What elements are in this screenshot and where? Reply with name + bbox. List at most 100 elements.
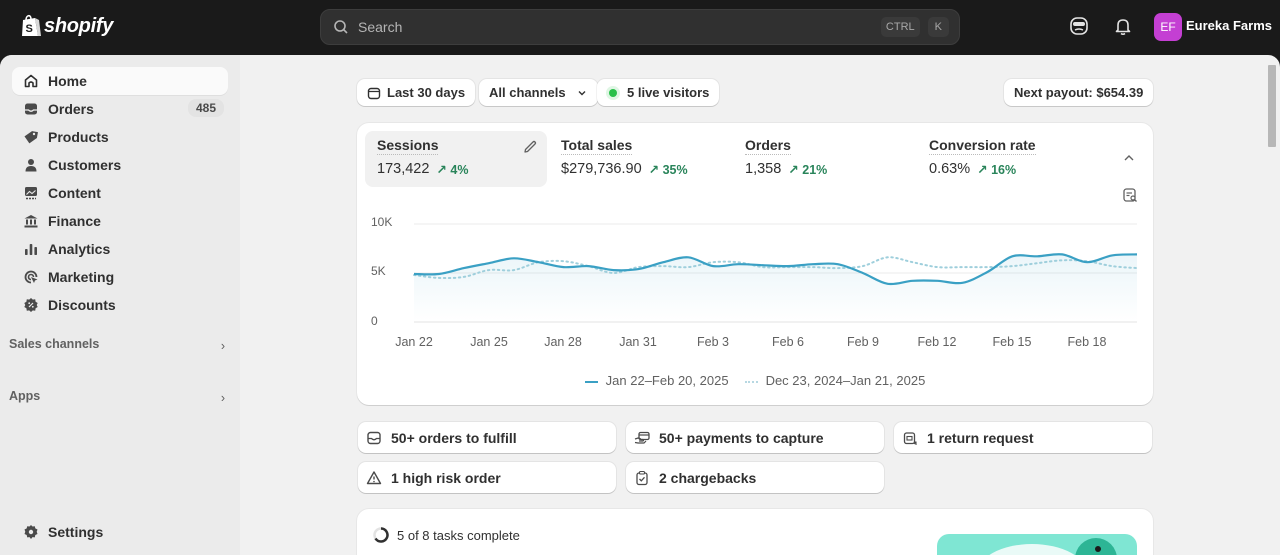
top-bar: S shopify Search CTRL K EF Eureka Farms	[0, 0, 1280, 55]
sidebar-item-home[interactable]: Home	[12, 67, 228, 95]
sessions-line-chart[interactable]	[357, 123, 1153, 405]
sidebar-item-analytics[interactable]: Analytics	[12, 235, 228, 263]
x-tick: Jan 31	[619, 335, 657, 349]
sidebar-item-customers[interactable]: Customers	[12, 151, 228, 179]
store-name[interactable]: Eureka Farms	[1186, 18, 1272, 33]
dotted-line-icon	[744, 380, 758, 383]
orders-to-fulfill-button[interactable]: 50+ orders to fulfill	[358, 422, 616, 453]
sidebar-item-marketing[interactable]: Marketing	[12, 263, 228, 291]
chart-explore-icon[interactable]	[1122, 187, 1138, 203]
orders-count-badge: 485	[187, 99, 224, 117]
shopify-logo[interactable]: S shopify	[20, 14, 113, 38]
solid-line-icon	[584, 380, 598, 383]
sidebar-item-orders[interactable]: Orders 485	[12, 95, 228, 123]
x-tick: Jan 28	[544, 335, 582, 349]
x-tick: Feb 6	[772, 335, 804, 349]
sidebar-item-label: Customers	[48, 157, 122, 173]
setup-guide-card: 5 of 8 tasks complete	[357, 509, 1153, 555]
legend-current[interactable]: Jan 22–Feb 20, 2025	[584, 373, 729, 388]
metric-conversion-rate[interactable]: Conversion rate 0.63% ↗ 16%	[917, 131, 1099, 187]
sidekick-icon[interactable]	[1068, 15, 1090, 37]
metric-total-sales[interactable]: Total sales $279,736.90 ↗ 35%	[549, 131, 731, 187]
sidebar-item-products[interactable]: Products	[12, 123, 228, 151]
date-range-button[interactable]: Last 30 days	[357, 79, 476, 106]
admin-frame: Home Orders 485 Products Customers Conte…	[0, 55, 1280, 555]
sidebar-item-label: Analytics	[48, 241, 111, 257]
person-icon	[22, 156, 40, 174]
brand-name: shopify	[44, 14, 114, 37]
bell-icon[interactable]	[1112, 15, 1134, 37]
metric-label: Total sales	[561, 137, 633, 155]
live-status-dot	[609, 88, 617, 97]
chargebacks-button[interactable]: 2 chargebacks	[626, 462, 884, 493]
sidebar-item-label: Products	[48, 129, 109, 145]
metric-delta: ↗ 4%	[436, 162, 469, 177]
sidebar-item-content[interactable]: Content	[12, 179, 228, 207]
bank-icon	[22, 212, 40, 230]
pencil-icon[interactable]	[522, 139, 538, 155]
section-label: Sales channels	[9, 337, 100, 351]
shortcut-key-k: K	[927, 17, 949, 37]
high-risk-order-button[interactable]: 1 high risk order	[358, 462, 616, 493]
x-tick: Feb 9	[847, 335, 879, 349]
y-tick-0: 0	[371, 314, 378, 328]
sidebar-section-sales-channels[interactable]: Sales channels ›	[9, 337, 229, 353]
chevron-right-icon: ›	[220, 391, 225, 405]
metric-value: $279,736.90	[561, 161, 642, 177]
metric-value: 1,358	[745, 161, 782, 177]
x-tick: Feb 12	[917, 335, 957, 349]
channel-select[interactable]: All channels	[479, 79, 598, 106]
sidebar-item-label: Orders	[48, 101, 94, 117]
metric-value: 173,422	[377, 161, 430, 177]
next-payout-button[interactable]: Next payout: $654.39	[1004, 79, 1154, 106]
payment-icon	[634, 430, 650, 446]
sidebar-item-settings[interactable]: Settings	[12, 518, 228, 546]
metric-value: 0.63%	[929, 161, 971, 177]
section-label: Apps	[9, 389, 41, 403]
gear-icon	[22, 523, 40, 541]
search-placeholder: Search	[358, 19, 403, 35]
y-tick-10k: 10K	[371, 215, 393, 229]
target-icon	[22, 268, 40, 286]
x-tick: Feb 3	[697, 335, 729, 349]
sidebar: Home Orders 485 Products Customers Conte…	[0, 55, 240, 555]
metric-label: Conversion rate	[929, 137, 1036, 155]
task-label: 50+ payments to capture	[659, 429, 824, 446]
page-scrollbar[interactable]	[1268, 65, 1276, 147]
return-request-button[interactable]: 1 return request	[894, 422, 1152, 453]
chevron-right-icon: ›	[220, 339, 225, 353]
sidebar-section-apps[interactable]: Apps ›	[9, 389, 229, 405]
search-icon	[334, 20, 348, 34]
image-icon	[22, 184, 40, 202]
discount-icon	[22, 296, 40, 314]
sidebar-item-label: Content	[48, 185, 101, 201]
chevron-up-icon[interactable]	[1121, 150, 1137, 166]
return-icon	[902, 430, 918, 446]
store-avatar[interactable]: EF	[1154, 13, 1182, 41]
task-label: 2 chargebacks	[659, 469, 757, 486]
metric-label: Orders	[745, 137, 791, 155]
task-label: 50+ orders to fulfill	[391, 429, 517, 446]
live-visitors-button[interactable]: 5 live visitors	[597, 79, 720, 106]
metric-sessions[interactable]: Sessions 173,422 ↗ 4%	[365, 131, 547, 187]
date-range-label: Last 30 days	[387, 85, 466, 100]
x-tick: Feb 18	[1067, 335, 1107, 349]
live-visitors-label: 5 live visitors	[627, 85, 710, 100]
x-tick: Jan 22	[395, 335, 433, 349]
next-payout-label: Next payout: $654.39	[1014, 85, 1144, 100]
sidebar-item-finance[interactable]: Finance	[12, 207, 228, 235]
bar-chart-icon	[22, 240, 40, 258]
svg-text:S: S	[26, 23, 33, 35]
task-label: 1 return request	[927, 429, 1034, 446]
tag-icon	[22, 128, 40, 146]
inbox-icon	[366, 430, 382, 446]
sidebar-item-label: Home	[48, 73, 87, 89]
shortcut-key-ctrl: CTRL	[880, 17, 920, 37]
search-bar[interactable]: Search CTRL K	[320, 9, 960, 45]
legend-previous[interactable]: Dec 23, 2024–Jan 21, 2025	[744, 373, 925, 388]
metric-orders[interactable]: Orders 1,358 ↗ 21%	[733, 131, 915, 187]
sidebar-item-discounts[interactable]: Discounts	[12, 291, 228, 319]
sidebar-item-label: Discounts	[48, 297, 116, 313]
payments-to-capture-button[interactable]: 50+ payments to capture	[626, 422, 884, 453]
clipboard-check-icon	[634, 470, 650, 486]
